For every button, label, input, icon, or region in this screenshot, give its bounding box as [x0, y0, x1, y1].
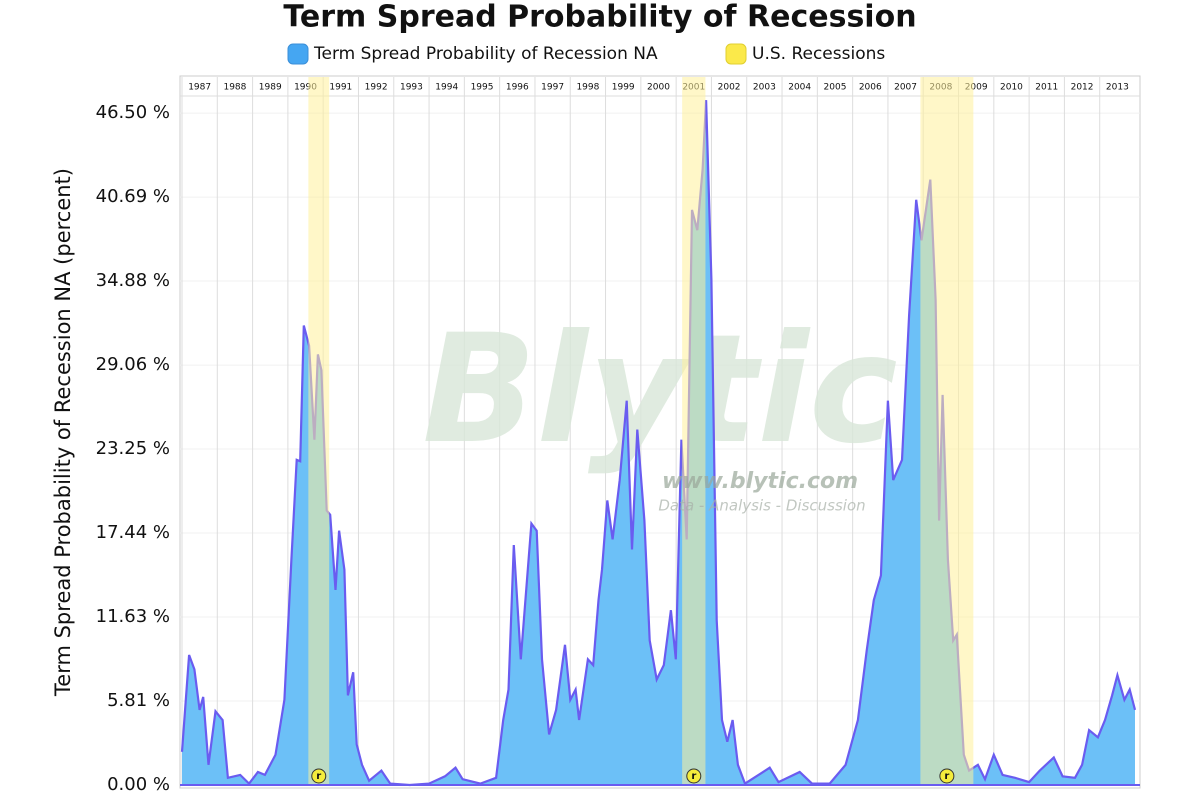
y-tick-label: 17.44 %: [96, 522, 170, 543]
y-axis-label: Term Spread Probability of Recession NA …: [51, 168, 75, 697]
watermark: Blytic: [422, 303, 898, 477]
x-tick-label: 1990: [294, 83, 317, 93]
legend-swatch: [725, 43, 747, 65]
y-tick-label: 5.81 %: [107, 690, 170, 711]
x-tick-label: 2013: [1106, 83, 1129, 93]
x-tick-label: 2009: [965, 83, 988, 93]
recession-marker-label: r: [944, 771, 949, 782]
watermark-tagline: Data - Analysis - Discussion: [658, 497, 865, 515]
recession-band: [920, 77, 974, 785]
recession-marker: [311, 768, 327, 784]
legend-label: Term Spread Probability of Recession NA: [313, 44, 658, 64]
recession-band: [682, 77, 706, 785]
x-tick-label: 2003: [753, 83, 776, 93]
legend-label: U.S. Recessions: [752, 44, 885, 64]
x-tick-label: 1992: [365, 83, 388, 93]
x-tick-label: 2012: [1071, 83, 1094, 93]
x-tick-label: 2004: [788, 83, 811, 93]
x-tick-label: 1987: [188, 83, 211, 93]
recession-marker-label: r: [316, 771, 321, 782]
x-tick-label: 1991: [329, 83, 352, 93]
y-tick-label: 23.25 %: [96, 438, 170, 459]
x-tick-label: 2007: [894, 83, 917, 93]
x-tick-label: 2000: [647, 83, 670, 93]
area: [182, 100, 1135, 786]
x-tick-label: 2011: [1035, 83, 1058, 93]
x-tick-label: 1994: [435, 83, 458, 93]
watermark-url: www.blytic.com: [662, 469, 858, 494]
x-tick-label: 1989: [259, 83, 282, 93]
recession-marker: [686, 768, 702, 784]
legend-swatch: [287, 43, 309, 65]
recession-marker-label: r: [691, 771, 696, 782]
chart-title: Term Spread Probability of Recession: [283, 0, 916, 35]
y-tick-label: 11.63 %: [96, 606, 170, 627]
x-tick-label: 2006: [859, 83, 882, 93]
y-tick-label: 29.06 %: [96, 354, 170, 375]
x-tick-label: 2005: [824, 83, 847, 93]
y-tick-label: 0.00 %: [107, 774, 170, 795]
x-tick-label: 1998: [576, 83, 599, 93]
x-tick-label: 1993: [400, 83, 423, 93]
x-tick-label: 2002: [718, 83, 741, 93]
y-tick-label: 40.69 %: [96, 186, 170, 207]
x-tick-label: 1988: [223, 83, 246, 93]
x-tick-label: 1996: [506, 83, 529, 93]
y-tick-label: 46.50 %: [96, 102, 170, 123]
recession-marker: [939, 768, 955, 784]
x-tick-label: 1997: [541, 83, 564, 93]
recession-band: [308, 77, 330, 785]
x-tick-label: 1995: [471, 83, 494, 93]
x-tick-label: 2010: [1000, 83, 1023, 93]
y-tick-label: 34.88 %: [96, 270, 170, 291]
x-tick-label: 1999: [612, 83, 635, 93]
